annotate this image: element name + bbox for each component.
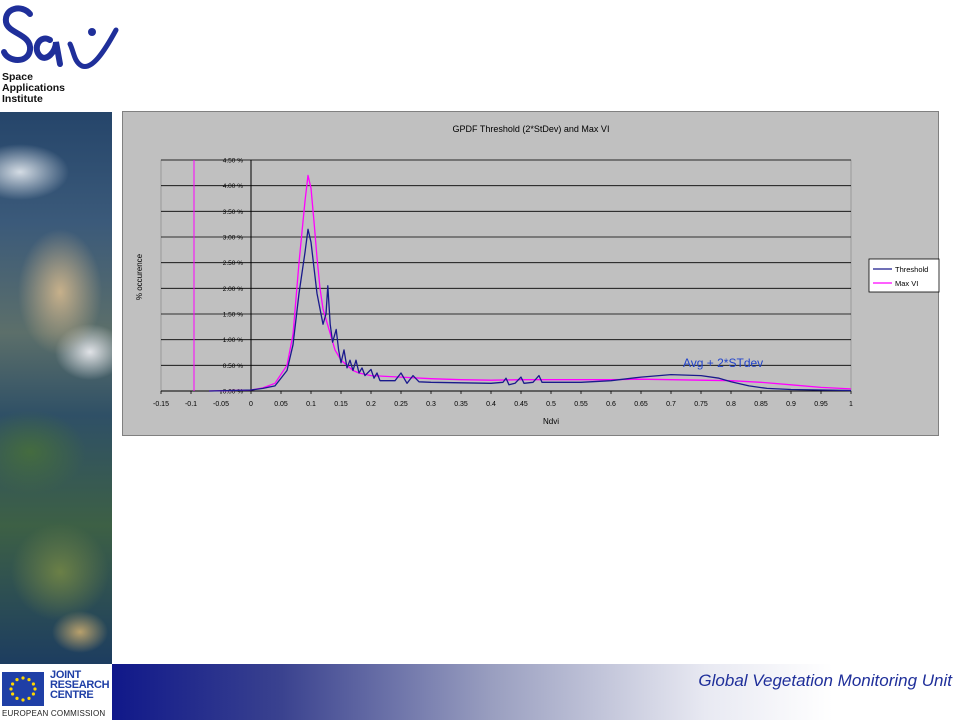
x-tick-label: 0.4 — [486, 401, 496, 408]
y-tick-label: 3.00 % — [223, 235, 243, 242]
x-tick-label: 0.3 — [426, 401, 436, 408]
sai-logo: Space Applications Institute — [0, 0, 120, 112]
unit-title: Global Vegetation Monitoring Unit — [698, 671, 952, 690]
y-tick-label: 1.50 % — [223, 312, 243, 319]
x-tick-label: -0.05 — [213, 401, 229, 408]
plot-area — [160, 159, 852, 392]
x-tick-label: 0.65 — [634, 401, 648, 408]
sai-logo-mark — [1, 5, 119, 69]
gpdf-chart: GPDF Threshold (2*StDev) and Max VI Ndvi… — [135, 124, 940, 426]
x-tick-label: 0.45 — [514, 401, 528, 408]
x-tick-label: 0.75 — [694, 401, 708, 408]
x-tick-label: 0.6 — [606, 401, 616, 408]
jrc-line-2: RESEARCH — [50, 679, 110, 691]
x-tick-label: 0.35 — [454, 401, 468, 408]
chart-title: GPDF Threshold (2*StDev) and Max VI — [453, 124, 610, 134]
series-line-maxvi — [208, 174, 852, 392]
y-tick-label: 0.00 % — [223, 389, 243, 396]
jrc-line-3: CENTRE — [50, 689, 94, 701]
chart-panel: GPDF Threshold (2*StDev) and Max VI Ndvi… — [122, 111, 940, 436]
y-tick-label: 0.50 % — [223, 363, 243, 370]
x-tick-label: 1 — [849, 401, 853, 408]
y-tick-label: 2.50 % — [223, 260, 243, 267]
x-tick-label: 0.7 — [666, 401, 676, 408]
x-tick-label: 0.1 — [306, 401, 316, 408]
x-tick-label: 0.05 — [274, 401, 288, 408]
logo-line-2: Applications — [2, 82, 66, 94]
eu-flag-icon — [2, 672, 44, 706]
series-line-threshold — [208, 228, 852, 392]
logo-line-3: Institute — [2, 93, 43, 105]
annotation-label: Avg + 2*STdev — [683, 356, 763, 370]
y-tick-label: 2.00 % — [223, 286, 243, 293]
y-tick-label: 3.50 % — [223, 209, 243, 216]
x-tick-label: 0.8 — [726, 401, 736, 408]
jrc-logo: JOINT RESEARCH CENTRE EUROPEAN COMMISSIO… — [0, 664, 112, 720]
y-tick-label: 1.00 % — [223, 337, 243, 344]
y-tick-label: 4.50 % — [223, 158, 243, 165]
satellite-image-strip — [0, 112, 112, 664]
legend-label-threshold: Threshold — [895, 265, 928, 274]
x-tick-label: -0.15 — [153, 401, 169, 408]
jrc-name: JOINT RESEARCH CENTRE — [50, 669, 110, 701]
x-tick-label: 0.25 — [394, 401, 408, 408]
jrc-line-1: JOINT — [50, 669, 81, 681]
x-tick-label: 0.55 — [574, 401, 588, 408]
x-tick-label: 0.15 — [334, 401, 348, 408]
x-tick-label: 0.2 — [366, 401, 376, 408]
ec-label: EUROPEAN COMMISSION — [2, 709, 106, 718]
x-tick-label: 0.85 — [754, 401, 768, 408]
y-axis-label: % occurence — [135, 253, 144, 300]
chart-legend: Threshold Max VI — [868, 258, 940, 293]
x-tick-label: 0.9 — [786, 401, 796, 408]
legend-label-maxvi: Max VI — [895, 279, 918, 288]
x-tick-label: 0 — [249, 401, 253, 408]
x-tick-label: 0.5 — [546, 401, 556, 408]
x-axis-label: Ndvi — [543, 417, 559, 426]
logo-line-1: Space — [2, 71, 33, 83]
x-tick-label: 0.95 — [814, 401, 828, 408]
y-tick-label: 4.00 % — [223, 183, 243, 190]
x-tick-label: -0.1 — [185, 401, 197, 408]
footer-bar — [112, 664, 960, 720]
